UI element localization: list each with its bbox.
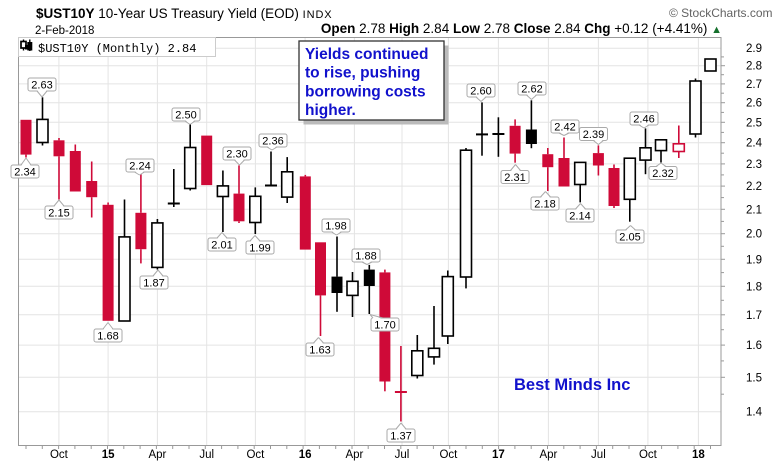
svg-text:Yields continued: Yields continued xyxy=(305,46,428,63)
svg-text:2.42: 2.42 xyxy=(554,122,575,134)
svg-text:Apr: Apr xyxy=(345,449,363,461)
svg-text:Best Minds Inc: Best Minds Inc xyxy=(514,376,630,394)
svg-text:2.1: 2.1 xyxy=(746,204,762,216)
svg-text:2.32: 2.32 xyxy=(652,168,673,180)
svg-text:2.0: 2.0 xyxy=(746,229,762,241)
svg-text:1.63: 1.63 xyxy=(309,345,330,357)
svg-text:Jul: Jul xyxy=(395,449,410,461)
svg-text:2.31: 2.31 xyxy=(504,172,525,184)
svg-text:2.3: 2.3 xyxy=(746,159,762,171)
svg-text:1.88: 1.88 xyxy=(355,251,376,263)
svg-text:2.5: 2.5 xyxy=(746,117,762,129)
svg-text:Oct: Oct xyxy=(439,449,458,461)
svg-text:1.99: 1.99 xyxy=(249,243,270,255)
svg-text:2.50: 2.50 xyxy=(175,110,196,122)
svg-text:1.98: 1.98 xyxy=(325,221,346,233)
svg-text:18: 18 xyxy=(692,449,705,461)
svg-text:1.70: 1.70 xyxy=(374,320,395,332)
svg-text:2.14: 2.14 xyxy=(569,211,590,223)
svg-text:2.05: 2.05 xyxy=(619,232,640,244)
svg-text:2.2: 2.2 xyxy=(746,181,762,193)
svg-text:2.6: 2.6 xyxy=(746,98,762,110)
svg-text:2.9: 2.9 xyxy=(746,43,762,55)
svg-text:2.01: 2.01 xyxy=(211,240,232,252)
svg-text:2.24: 2.24 xyxy=(129,161,150,173)
svg-text:$UST10Y (Monthly) 2.84: $UST10Y (Monthly) 2.84 xyxy=(38,42,196,56)
svg-text:1.4: 1.4 xyxy=(746,407,763,419)
svg-text:higher.: higher. xyxy=(305,102,356,119)
svg-text:2.60: 2.60 xyxy=(470,86,491,98)
svg-text:Jul: Jul xyxy=(591,449,606,461)
svg-text:Apr: Apr xyxy=(539,449,557,461)
svg-text:2.34: 2.34 xyxy=(14,167,35,179)
svg-text:2.30: 2.30 xyxy=(226,149,247,161)
svg-text:2.36: 2.36 xyxy=(262,136,283,148)
svg-text:1.7: 1.7 xyxy=(746,310,762,322)
svg-text:2.62: 2.62 xyxy=(521,84,542,96)
svg-text:2.7: 2.7 xyxy=(746,79,762,91)
svg-text:1.8: 1.8 xyxy=(746,281,762,293)
svg-text:1.37: 1.37 xyxy=(390,431,411,443)
svg-text:1.6: 1.6 xyxy=(746,340,762,352)
svg-text:2.18: 2.18 xyxy=(534,199,555,211)
svg-text:Oct: Oct xyxy=(639,449,658,461)
svg-text:16: 16 xyxy=(299,449,312,461)
svg-text:1.87: 1.87 xyxy=(143,278,164,290)
svg-text:Apr: Apr xyxy=(148,449,166,461)
svg-text:1.68: 1.68 xyxy=(97,331,118,343)
svg-text:1.9: 1.9 xyxy=(746,254,762,266)
svg-text:2.63: 2.63 xyxy=(31,80,52,92)
svg-text:1.5: 1.5 xyxy=(746,372,762,384)
svg-text:2.46: 2.46 xyxy=(633,114,654,126)
svg-text:borrowing costs: borrowing costs xyxy=(305,84,426,101)
svg-text:2.15: 2.15 xyxy=(48,208,69,220)
svg-text:2.8: 2.8 xyxy=(746,61,762,73)
svg-text:17: 17 xyxy=(492,449,505,461)
svg-text:15: 15 xyxy=(102,449,115,461)
svg-text:Jul: Jul xyxy=(199,449,214,461)
svg-text:2.39: 2.39 xyxy=(583,129,604,141)
svg-text:2.4: 2.4 xyxy=(746,138,763,150)
svg-text:Oct: Oct xyxy=(246,449,265,461)
svg-text:to rise, pushing: to rise, pushing xyxy=(305,65,420,82)
svg-text:Oct: Oct xyxy=(50,449,69,461)
